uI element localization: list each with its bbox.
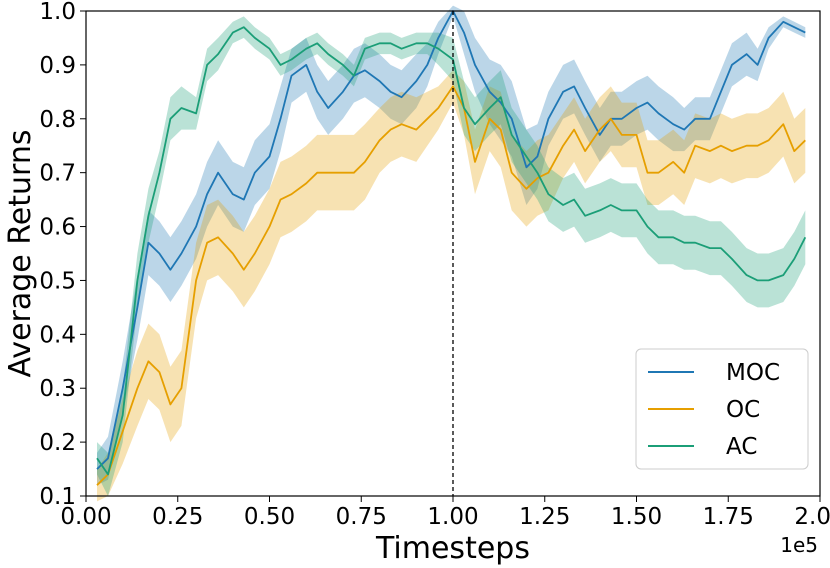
y-tick-label: 0.4 — [39, 322, 76, 348]
y-tick-label: 0.3 — [39, 376, 76, 402]
confidence-bands — [97, 5, 806, 502]
x-tick-label: 1.25 — [519, 504, 570, 530]
x-tick-label: 0.75 — [336, 504, 387, 530]
y-tick-label: 0.5 — [39, 268, 76, 294]
y-tick-label: 0.1 — [39, 484, 76, 510]
legend-box — [635, 348, 809, 470]
x-tick-label: 0.25 — [152, 504, 203, 530]
x-tick-label: 0.50 — [244, 504, 295, 530]
y-tick-label: 0.2 — [39, 430, 76, 456]
x-axis-label: Timesteps — [375, 531, 530, 566]
x-tick-label: 1.75 — [703, 504, 754, 530]
line-ac — [96, 26, 807, 476]
legend-label-moc: MOC — [726, 360, 780, 386]
x-tick-label: 1.50 — [611, 504, 662, 530]
y-tick-label: 0.8 — [39, 107, 76, 133]
y-tick-label: 0.6 — [39, 215, 76, 241]
line-oc — [96, 85, 806, 486]
band-oc — [97, 70, 806, 502]
y-tick-label: 0.9 — [39, 53, 76, 79]
legend-label-oc: OC — [726, 397, 760, 423]
legend-label-ac: AC — [726, 434, 757, 460]
y-axis-ticks: 0.1 0.2 0.3 0.4 0.5 0.6 0.7 0.8 0.9 1.0 — [39, 0, 86, 510]
legend: MOC OC AC — [635, 348, 809, 470]
band-moc — [97, 5, 806, 486]
x-axis-offset-label: 1e5 — [780, 533, 818, 557]
y-tick-label: 0.7 — [39, 161, 76, 187]
y-axis-label: Average Returns — [3, 130, 38, 378]
x-tick-label: 1.00 — [427, 504, 478, 530]
x-tick-label: 0.00 — [60, 504, 111, 530]
band-ac — [97, 16, 806, 497]
x-tick-label: 2.00 — [794, 504, 830, 530]
y-tick-label: 1.0 — [39, 0, 76, 25]
x-axis-ticks: 0.00 0.25 0.50 0.75 1.00 1.25 1.50 1.75 2.00 — [60, 496, 830, 530]
